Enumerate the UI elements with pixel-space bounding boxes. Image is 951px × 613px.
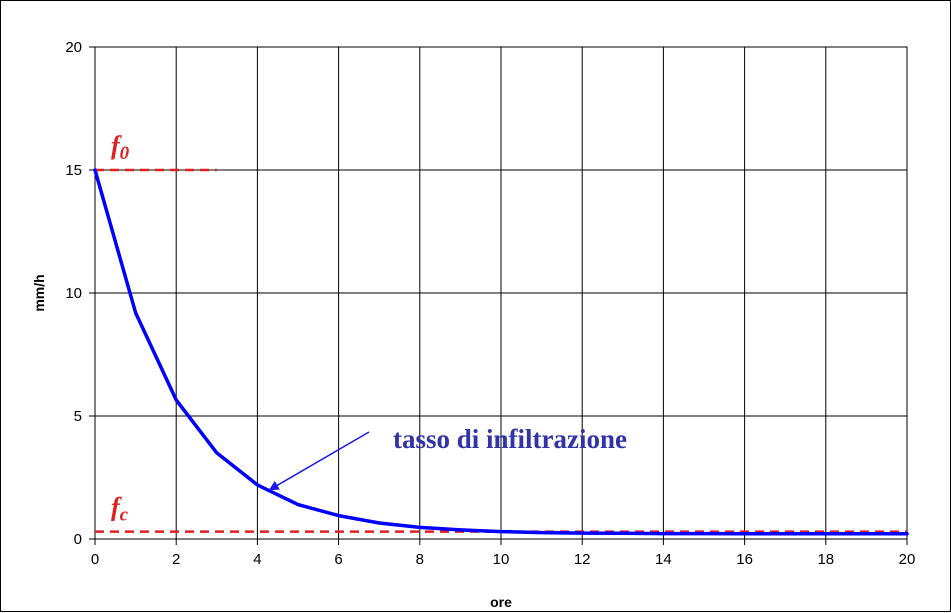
annotation-arrow — [268, 431, 370, 491]
y-tick-label: 5 — [74, 408, 82, 425]
x-tick-label: 6 — [334, 551, 342, 568]
x-tick-label: 12 — [574, 551, 591, 568]
series-layer — [93, 168, 909, 536]
y-axis-title: mm/h — [31, 274, 47, 311]
y-tick-label: 10 — [65, 285, 82, 302]
series-line — [93, 168, 909, 536]
y-tick-label: 0 — [74, 531, 82, 548]
x-axis-title: ore — [490, 594, 512, 610]
grid — [89, 46, 908, 545]
reference-label-f0: f0 — [111, 131, 130, 164]
x-tick-label: 8 — [416, 551, 424, 568]
y-tick-label: 20 — [65, 39, 82, 56]
x-tick-label: 16 — [736, 551, 753, 568]
annotation-layer: tasso di infiltrazione — [268, 424, 627, 491]
x-tick-label: 10 — [493, 551, 510, 568]
x-tick-label: 20 — [899, 551, 916, 568]
x-tick-label: 0 — [91, 551, 99, 568]
x-tick-label: 4 — [253, 551, 261, 568]
reference-label-fc: fc — [111, 493, 129, 526]
x-tick-labels: 0 2 4 6 8 10 12 14 16 18 20 — [91, 551, 916, 568]
y-tick-labels: 0 5 10 15 20 — [65, 39, 82, 548]
x-tick-label: 14 — [655, 551, 672, 568]
y-tick-label: 15 — [65, 162, 82, 179]
annotation-text: tasso di infiltrazione — [393, 424, 627, 454]
x-tick-label: 2 — [172, 551, 180, 568]
x-tick-label: 18 — [817, 551, 834, 568]
